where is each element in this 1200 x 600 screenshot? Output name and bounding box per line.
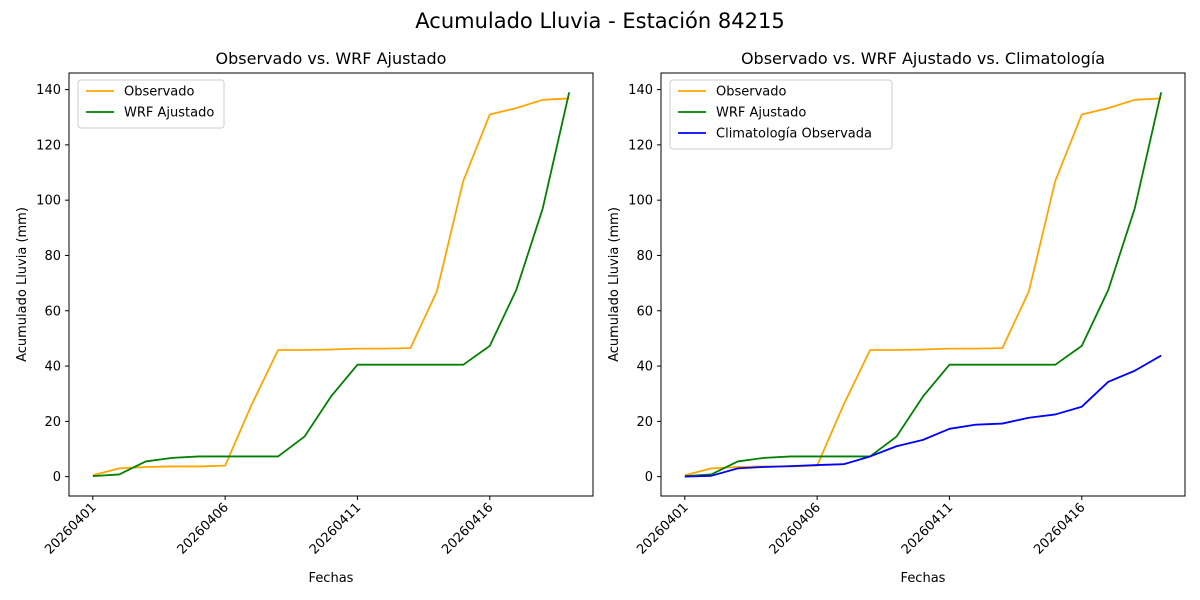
x-tick-label: 20260401 <box>634 500 691 557</box>
figure-suptitle: Acumulado Lluvia - Estación 84215 <box>415 9 784 33</box>
subplot-title: Observado vs. WRF Ajustado vs. Climatolo… <box>741 49 1105 68</box>
legend-entry: WRF Ajustado <box>124 106 214 121</box>
series-line-1 <box>92 97 570 477</box>
x-axis-label: Fechas <box>901 571 946 586</box>
y-tick-label: 20 <box>44 415 61 430</box>
y-axis-label: Acumulado Lluvia (mm) <box>15 207 30 362</box>
chart-panel-left: Observado vs. WRF Ajustado 0 20 40 60 80 100 12… <box>15 49 594 586</box>
y-tick-label: 40 <box>636 360 653 375</box>
axes-frame <box>660 72 1186 497</box>
y-tick-label: 120 <box>36 138 61 153</box>
y-tick-label: 100 <box>628 194 653 209</box>
legend-entry: Observado <box>716 85 787 100</box>
series-line-3 <box>684 354 1162 478</box>
x-tick-label: 20260406 <box>175 500 232 557</box>
legend-box <box>77 79 225 129</box>
chart-panel-right: Observado vs. WRF Ajustado vs. Climatolo… <box>607 49 1186 586</box>
x-axis-label: Fechas <box>309 571 354 586</box>
series-line-1 <box>684 97 1162 477</box>
x-tick-label: 20260411 <box>307 500 364 557</box>
x-tick-label: 20260401 <box>42 500 99 557</box>
y-axis-label: Acumulado Lluvia (mm) <box>607 207 622 362</box>
legend-entry: Climatología Observada <box>716 127 872 142</box>
x-tick-label: 20260411 <box>899 500 956 557</box>
y-tick-label: 20 <box>636 415 653 430</box>
y-tick-label: 40 <box>44 360 61 375</box>
subplot-title: Observado vs. WRF Ajustado <box>216 49 447 68</box>
x-tick-label: 20260416 <box>439 500 496 557</box>
series-line-2 <box>684 92 1163 477</box>
y-tick-label: 60 <box>44 304 61 319</box>
legend-entry: Observado <box>124 85 195 100</box>
y-tick-label: 120 <box>628 138 653 153</box>
y-tick-label: 140 <box>36 83 61 98</box>
y-tick-label: 80 <box>44 249 61 264</box>
x-tick-label: 20260416 <box>1031 500 1088 557</box>
legend: Observado WRF Ajustado <box>77 79 225 129</box>
y-tick-label: 0 <box>645 470 653 485</box>
legend-entry: WRF Ajustado <box>716 106 806 121</box>
y-tick-label: 60 <box>636 304 653 319</box>
y-tick-label: 140 <box>628 83 653 98</box>
y-tick-label: 0 <box>53 470 61 485</box>
legend: Observado WRF Ajustado Climatología Observ… <box>669 79 893 150</box>
series-line-2 <box>92 92 571 477</box>
legend-box <box>669 79 893 150</box>
axes-frame <box>68 72 594 497</box>
y-tick-label: 100 <box>36 194 61 209</box>
y-tick-label: 80 <box>636 249 653 264</box>
x-tick-label: 20260406 <box>767 500 824 557</box>
